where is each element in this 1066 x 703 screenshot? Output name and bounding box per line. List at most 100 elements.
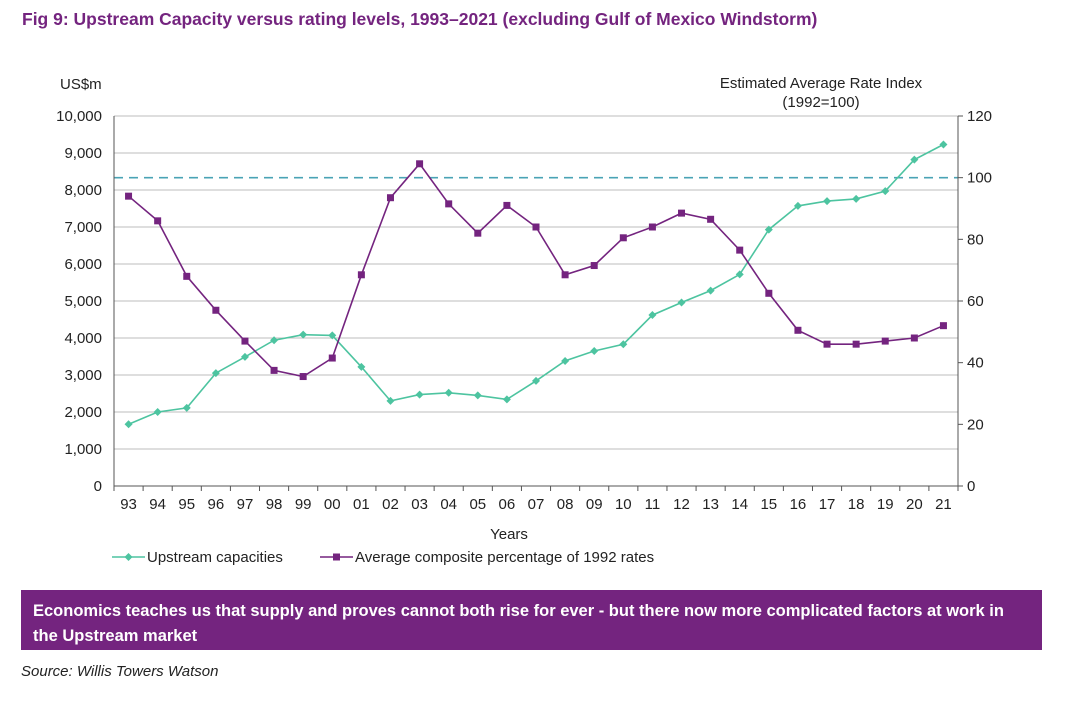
legend-marker-diamond-icon: [124, 553, 133, 561]
data-point-capacity: [124, 420, 133, 429]
x-tick-label: 10: [615, 496, 632, 513]
x-tick-label: 15: [760, 496, 777, 513]
data-point-capacity: [299, 330, 308, 339]
legend-item-rates[interactable]: Average composite percentage of 1992 rat…: [320, 549, 654, 566]
figure-title: Fig 9: Upstream Capacity versus rating l…: [22, 9, 818, 29]
y-right-tick-label: 100: [967, 170, 992, 187]
data-point-rates: [270, 366, 278, 374]
data-point-rates: [416, 160, 424, 168]
data-point-capacity: [706, 286, 715, 295]
data-point-rates: [939, 322, 947, 330]
y-left-tick-label: 4,000: [64, 330, 102, 347]
data-point-capacity: [881, 187, 890, 196]
data-point-rates: [386, 194, 394, 202]
x-tick-label: 96: [208, 496, 225, 513]
x-tick-label: 93: [120, 496, 137, 513]
x-tick-label: 16: [790, 496, 807, 513]
data-point-rates: [648, 223, 656, 231]
data-point-capacity: [735, 270, 744, 279]
data-point-capacity: [793, 201, 802, 210]
series-lines: [124, 140, 948, 429]
data-point-rates: [532, 223, 540, 231]
data-point-rates: [357, 271, 365, 279]
data-point-rates: [852, 340, 860, 348]
y-axis-left-label: US$m: [60, 76, 102, 93]
y-left-tick-label: 0: [94, 478, 102, 495]
data-point-rates: [183, 272, 191, 280]
legend-label-capacity: Upstream capacities: [147, 549, 283, 566]
data-point-capacity: [182, 403, 191, 412]
takeaway-banner: Economics teaches us that supply and pro…: [21, 590, 1042, 650]
x-tick-label: 01: [353, 496, 370, 513]
y-axis-right-label-line1: Estimated Average Rate Index: [720, 75, 923, 92]
data-point-capacity: [473, 391, 482, 400]
data-point-rates: [474, 229, 482, 237]
y-left-tick-label: 5,000: [64, 293, 102, 310]
x-tick-label: 95: [178, 496, 195, 513]
x-tick-label: 12: [673, 496, 690, 513]
x-tick-label: 07: [528, 496, 545, 513]
x-tick-label: 94: [149, 496, 166, 513]
y-right-tick-label: 60: [967, 293, 984, 310]
x-tick-label: 09: [586, 496, 603, 513]
legend: Upstream capacities Average composite pe…: [112, 549, 654, 566]
data-point-capacity: [153, 408, 162, 416]
source-note: Source: Willis Towers Watson: [21, 663, 219, 680]
x-axis-label: Years: [490, 526, 528, 543]
x-tick-label: 19: [877, 496, 894, 513]
data-point-rates: [299, 373, 307, 381]
series-line-rates: [128, 162, 944, 378]
x-tick-label: 98: [266, 496, 283, 513]
y-left-tick-label: 1,000: [64, 441, 102, 458]
data-point-capacity: [619, 340, 628, 349]
x-tick-label: 04: [440, 496, 457, 513]
x-tick-label: 99: [295, 496, 312, 513]
y-left-tick-label: 8,000: [64, 182, 102, 199]
data-point-rates: [823, 340, 831, 348]
data-point-rates: [910, 334, 918, 342]
data-point-rates: [125, 192, 133, 200]
x-tick-label: 11: [645, 496, 661, 513]
x-tick-label: 06: [499, 496, 516, 513]
data-point-rates: [328, 354, 336, 362]
data-point-capacity: [677, 298, 686, 307]
data-point-rates: [241, 337, 249, 345]
data-point-rates: [212, 306, 220, 314]
data-point-rates: [154, 217, 162, 225]
y-left-tick-label: 6,000: [64, 256, 102, 273]
data-point-capacity: [328, 331, 337, 340]
x-tick-label: 03: [411, 496, 428, 513]
legend-item-capacity[interactable]: Upstream capacities: [112, 549, 283, 566]
data-point-capacity: [270, 336, 279, 345]
x-tick-label: 20: [906, 496, 923, 513]
data-point-capacity: [386, 396, 395, 405]
x-tick-label: 14: [731, 496, 748, 513]
y-right-tick-label: 40: [967, 355, 984, 372]
y-left-tick-label: 9,000: [64, 145, 102, 162]
data-point-capacity: [910, 155, 919, 164]
data-point-capacity: [764, 225, 773, 234]
data-point-capacity: [852, 194, 861, 203]
data-point-capacity: [502, 395, 511, 404]
data-point-rates: [881, 337, 889, 345]
data-point-rates: [736, 246, 744, 254]
x-tick-label: 02: [382, 496, 399, 513]
data-point-capacity: [211, 369, 220, 378]
y-left-tick-label: 7,000: [64, 219, 102, 236]
data-point-capacity: [648, 311, 657, 320]
axes: 0 1,000 2,000 3,000 4,000 5,000 6,000 7,000 8,00…: [56, 108, 992, 513]
legend-marker-square-icon: [333, 553, 340, 561]
data-point-capacity: [415, 390, 424, 399]
y-left-tick-label: 3,000: [64, 367, 102, 384]
x-tick-label: 97: [237, 496, 254, 513]
y-axis-right-label-line2: (1992=100): [782, 94, 859, 111]
data-point-rates: [765, 289, 773, 297]
data-point-rates: [678, 209, 686, 217]
y-left-tick-label: 2,000: [64, 404, 102, 421]
y-right-tick-label: 80: [967, 231, 984, 248]
data-point-rates: [445, 200, 453, 208]
line-chart: 0 1,000 2,000 3,000 4,000 5,000 6,000 7,000 8,00…: [56, 75, 992, 566]
y-right-tick-label: 20: [967, 416, 984, 433]
data-point-capacity: [561, 356, 570, 365]
x-tick-label: 13: [702, 496, 719, 513]
